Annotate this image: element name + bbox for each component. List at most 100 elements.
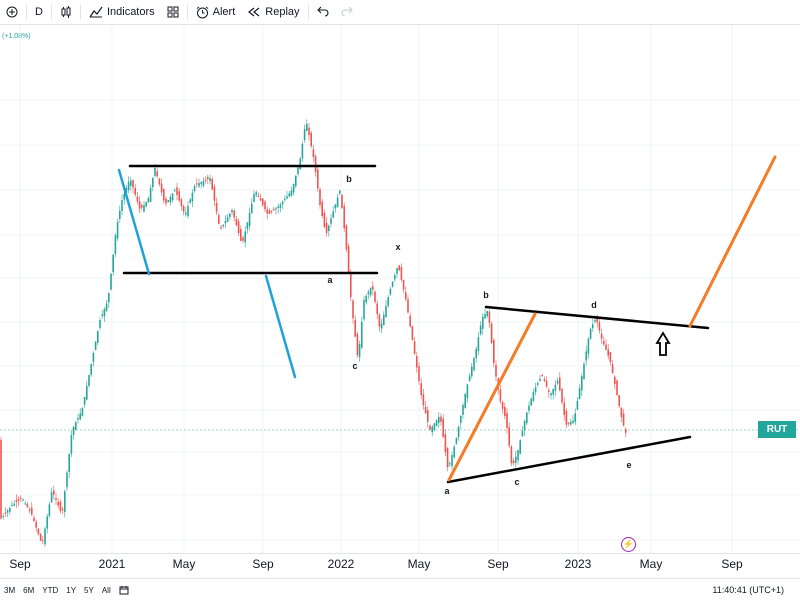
wave-label: e bbox=[626, 460, 631, 470]
candle-body bbox=[616, 380, 618, 395]
candle-body bbox=[418, 366, 420, 382]
range-button-3m[interactable]: 3M bbox=[4, 585, 16, 595]
alert-button[interactable]: Alert bbox=[190, 0, 242, 24]
plus-circle-icon bbox=[6, 6, 18, 18]
candle-body bbox=[453, 446, 455, 458]
candle-body bbox=[563, 402, 565, 415]
candle-body bbox=[81, 408, 84, 417]
candle-body bbox=[413, 341, 416, 354]
candle-body bbox=[90, 364, 92, 375]
candle-body bbox=[99, 320, 101, 328]
clock: 11:40:41 (UTC+1) bbox=[712, 585, 784, 595]
undo-button[interactable] bbox=[311, 0, 335, 24]
candle-body bbox=[506, 412, 508, 428]
candle-body bbox=[369, 287, 372, 296]
candle-body bbox=[440, 416, 442, 422]
wave-label: a bbox=[327, 275, 333, 285]
symbol-price-badge: RUT bbox=[758, 421, 796, 438]
candles-icon bbox=[61, 6, 71, 18]
candle-body bbox=[224, 221, 227, 224]
candle-body bbox=[42, 540, 44, 542]
change-percent: (+1.08%) bbox=[2, 33, 31, 40]
candle-body bbox=[125, 187, 128, 194]
candle-body bbox=[435, 420, 438, 426]
redo-icon bbox=[341, 6, 353, 17]
candle-body bbox=[149, 188, 152, 202]
candle-body bbox=[526, 412, 528, 424]
candle-body bbox=[178, 191, 180, 201]
candle-body bbox=[402, 280, 405, 290]
candle-body bbox=[209, 178, 211, 181]
range-button-5y[interactable]: 5Y bbox=[84, 585, 94, 595]
interval-label: D bbox=[35, 6, 43, 18]
candle-body bbox=[446, 448, 449, 468]
candle-body bbox=[295, 175, 297, 187]
toolbar-divider bbox=[50, 5, 52, 19]
candle-body bbox=[468, 375, 471, 381]
candle-body bbox=[534, 387, 537, 393]
candle-body bbox=[477, 337, 480, 351]
candle-body bbox=[576, 400, 579, 410]
candle-body bbox=[350, 273, 352, 297]
range-button-ytd[interactable]: YTD bbox=[42, 585, 59, 595]
candle-body bbox=[105, 303, 108, 311]
candle-body bbox=[473, 358, 475, 371]
candle-body bbox=[385, 306, 387, 318]
candle-body bbox=[33, 517, 35, 521]
range-button-all[interactable]: All bbox=[101, 585, 111, 595]
candle-body bbox=[288, 193, 290, 197]
chart-type-button[interactable] bbox=[54, 0, 78, 24]
candle-body bbox=[130, 180, 132, 186]
candle-body bbox=[486, 311, 488, 317]
candle-body bbox=[336, 197, 339, 208]
replay-button[interactable]: Replay bbox=[241, 0, 305, 24]
candle-body bbox=[11, 505, 13, 506]
candle-body bbox=[9, 507, 11, 512]
interval-button[interactable]: D bbox=[29, 0, 49, 24]
price-chart[interactable]: b a c x b d c a e bbox=[0, 25, 800, 553]
wave-label: c bbox=[514, 477, 519, 487]
time-axis-tick: May bbox=[172, 557, 196, 571]
candle-body bbox=[156, 171, 158, 177]
candle-body bbox=[358, 344, 361, 358]
candle-body bbox=[499, 389, 502, 402]
range-button-6m[interactable]: 6M bbox=[23, 585, 35, 595]
lightning-icon[interactable]: ⚡ bbox=[621, 537, 636, 552]
candle-body bbox=[290, 190, 293, 196]
candle-body bbox=[471, 366, 473, 377]
goto-date-button[interactable] bbox=[115, 580, 133, 600]
add-symbol-button[interactable] bbox=[0, 0, 24, 24]
templates-button[interactable] bbox=[161, 0, 185, 24]
candle-body bbox=[550, 393, 552, 396]
candle-body bbox=[0, 439, 2, 519]
time-axis[interactable]: Sep 2021 May Sep 2022 May Sep 2023 May Sep bbox=[0, 553, 800, 574]
candle-body bbox=[251, 203, 253, 214]
candle-body bbox=[268, 210, 271, 214]
candle-body bbox=[13, 503, 15, 506]
candle-body bbox=[2, 516, 4, 517]
indicators-button[interactable]: Indicators bbox=[83, 0, 161, 24]
candle-body bbox=[411, 326, 414, 340]
candle-body bbox=[270, 211, 273, 212]
candle-body bbox=[488, 311, 491, 323]
candle-body bbox=[592, 324, 594, 329]
candle-body bbox=[158, 178, 161, 185]
redo-button[interactable] bbox=[335, 0, 359, 24]
candle-body bbox=[44, 528, 46, 545]
candle-body bbox=[277, 206, 279, 208]
triangle-lower-line bbox=[446, 435, 692, 484]
candle-body bbox=[554, 384, 557, 391]
range-button-1y[interactable]: 1Y bbox=[66, 585, 77, 595]
candle-body bbox=[482, 316, 484, 329]
candle-body bbox=[383, 314, 385, 326]
candle-body bbox=[328, 225, 330, 231]
candle-body bbox=[248, 212, 251, 227]
candle-body bbox=[237, 221, 240, 234]
candle-body bbox=[600, 333, 603, 339]
candle-body bbox=[235, 219, 238, 226]
candle-body bbox=[112, 254, 114, 273]
candle-body bbox=[242, 237, 244, 241]
time-axis-tick: Sep bbox=[9, 557, 31, 571]
candle-body bbox=[587, 339, 590, 354]
candle-body bbox=[193, 186, 196, 191]
